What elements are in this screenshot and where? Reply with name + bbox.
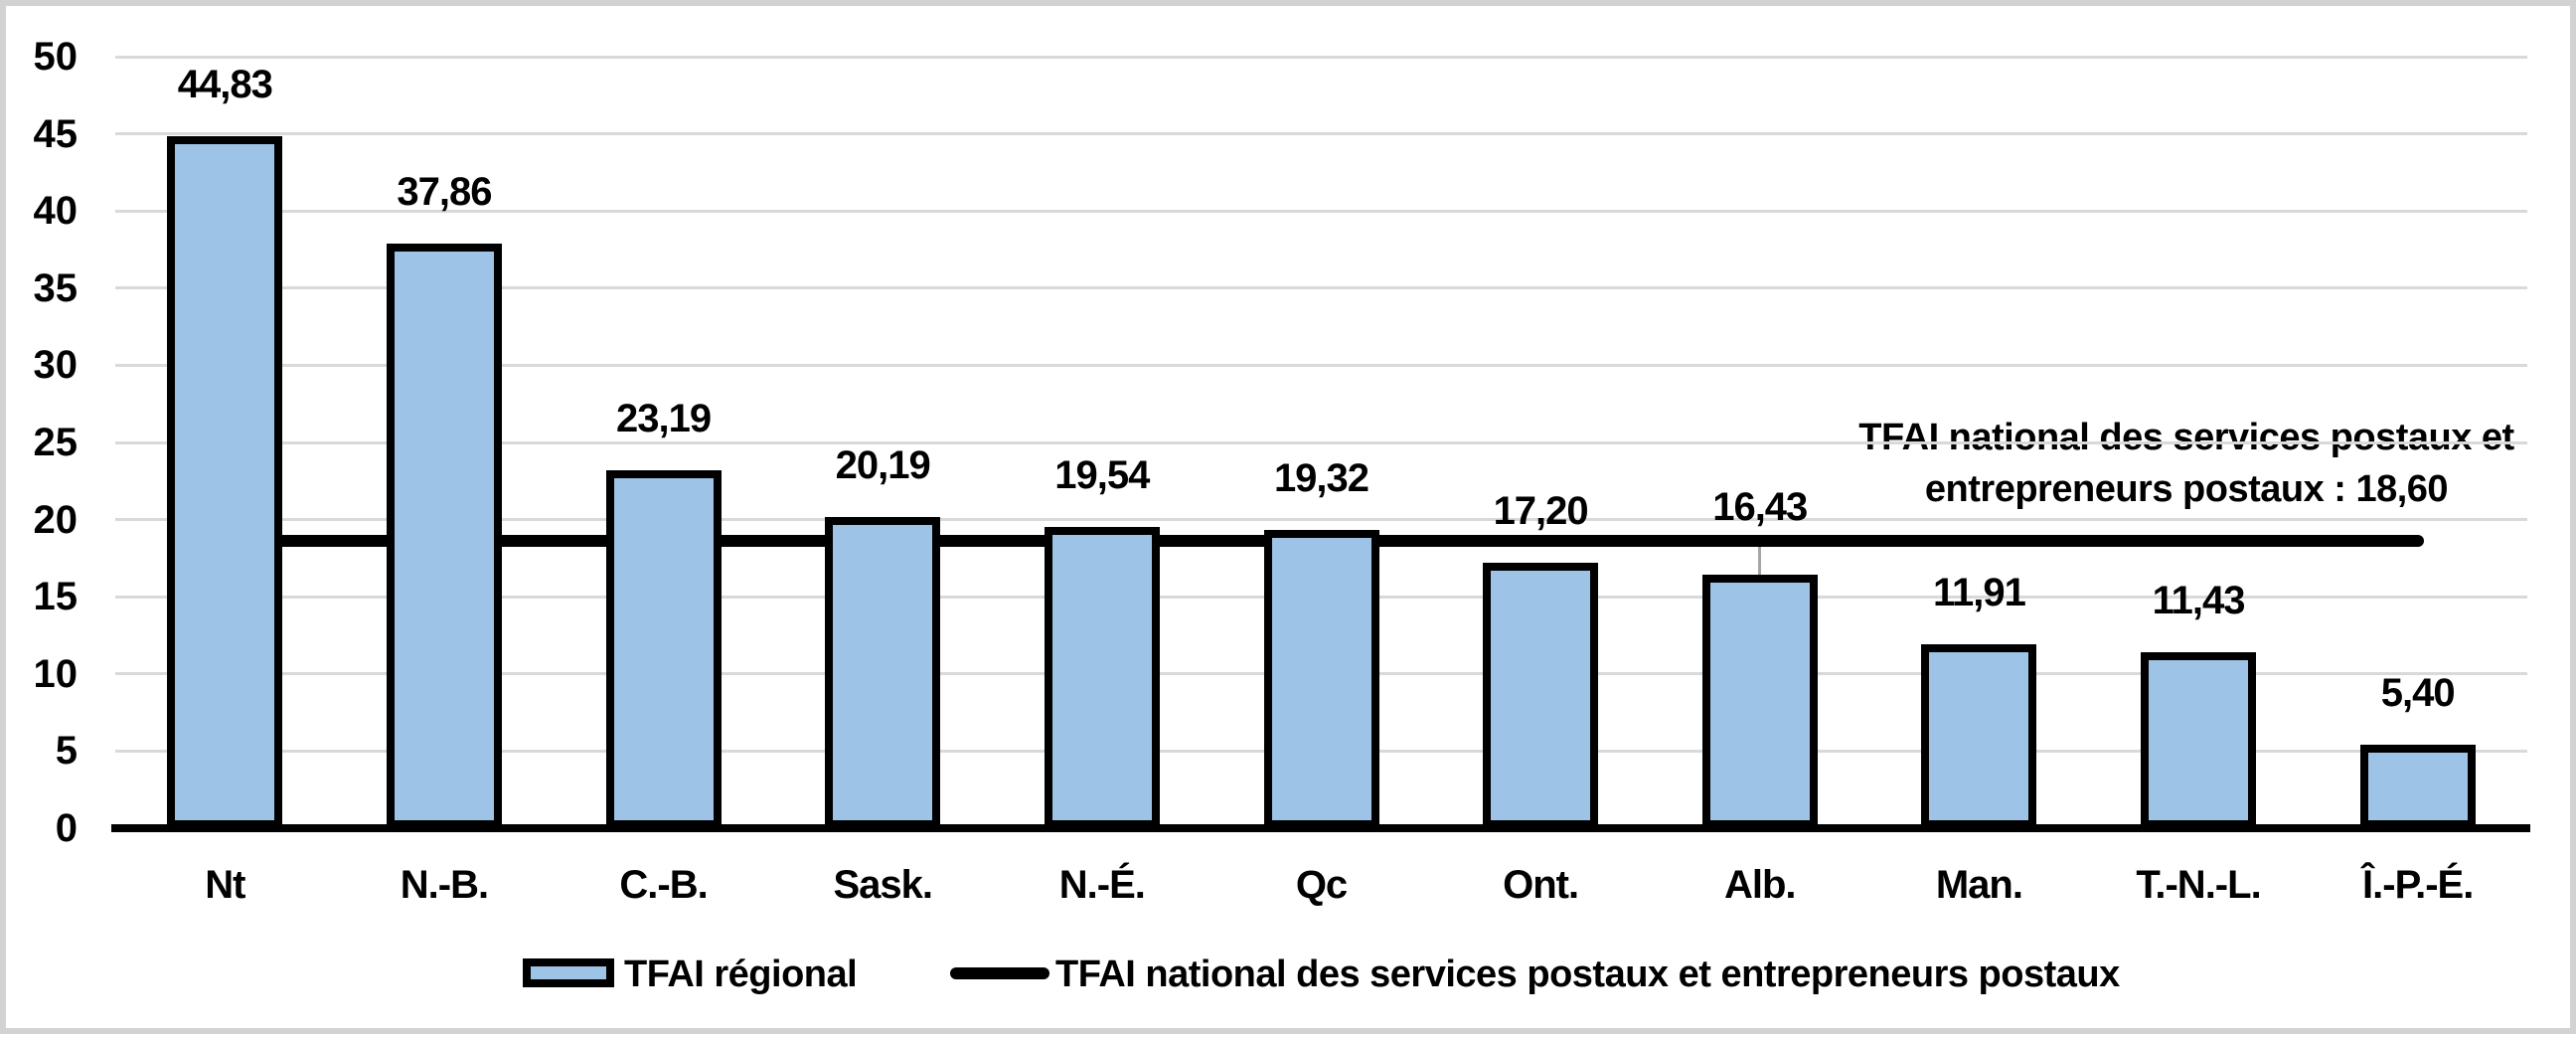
y-axis-label: 30 [33, 343, 79, 388]
bar-value-label: 11,43 [2152, 578, 2246, 622]
label-leader-line [1758, 547, 1762, 575]
gridline [115, 440, 2527, 444]
bar [2359, 745, 2476, 828]
bar-value-label: 19,54 [1054, 452, 1150, 497]
y-axis-label: 40 [33, 189, 79, 234]
gridline [115, 518, 2527, 522]
bar-value-label: 23,19 [616, 397, 712, 441]
national-line-annotation-line2: entrepreneurs postaux : 18,60 [1924, 468, 2449, 510]
x-axis-label: Qc [1295, 863, 1348, 907]
bar [1921, 644, 2037, 828]
bar [2141, 651, 2257, 828]
bar-value-label: 5,40 [2380, 671, 2456, 716]
gridline [115, 132, 2527, 136]
bar [1483, 563, 1599, 828]
bar-value-label: 16,43 [1712, 485, 1808, 529]
legend-line-swatch-icon [950, 967, 1049, 979]
legend-item-regional: TFAI régional [624, 953, 858, 995]
x-axis-label: Sask. [833, 863, 933, 907]
x-axis-label: Î.-P.-É. [2362, 863, 2474, 907]
x-axis-label: N.-B. [400, 863, 489, 907]
y-axis-label: 10 [33, 651, 79, 696]
y-axis-label: 35 [33, 265, 79, 310]
y-axis-label: 45 [33, 111, 79, 156]
bar-value-label: 19,32 [1273, 456, 1369, 501]
bar-value-label: 11,91 [1932, 571, 2026, 615]
y-axis-label: 20 [33, 497, 79, 542]
bar [167, 136, 283, 828]
bar [1263, 530, 1379, 828]
bar-chart-plot-area: TFAI national des services postaux et en… [6, 6, 2576, 1040]
y-axis-label: 25 [33, 421, 79, 464]
gridline [115, 286, 2527, 290]
gridline [115, 55, 2527, 59]
gridline [115, 363, 2527, 367]
x-axis-label: T.-N.-L. [2136, 863, 2261, 907]
y-axis-label: 0 [55, 806, 78, 850]
bar-value-label: 17,20 [1493, 489, 1589, 534]
bar [1044, 526, 1160, 828]
y-axis-label: 15 [33, 575, 79, 619]
x-axis-label: N.-É. [1058, 863, 1146, 907]
legend-item-national: TFAI national des services postaux et en… [1055, 953, 2120, 995]
bar [386, 244, 502, 828]
x-axis-line [111, 824, 2530, 832]
bar-value-label: 37,86 [397, 170, 492, 215]
bar [1701, 575, 1818, 828]
y-axis-label: 5 [55, 729, 78, 774]
x-axis-label: Ont. [1503, 863, 1579, 907]
bar [605, 470, 722, 828]
bar-value-label: 44,83 [177, 63, 273, 107]
bar-value-label: 20,19 [835, 442, 931, 487]
x-axis-label: Man. [1935, 863, 2023, 907]
gridline [115, 209, 2527, 213]
x-axis-label: Alb. [1723, 863, 1797, 907]
x-axis-label: Nt [205, 863, 245, 907]
national-line-annotation: TFAI national des services postaux et en… [1858, 412, 2514, 515]
national-line-annotation-line1: TFAI national des services postaux et [1858, 417, 2514, 458]
y-axis-label: 50 [33, 35, 79, 79]
legend-bar-swatch-icon [523, 958, 614, 987]
bar [825, 516, 941, 828]
x-axis-label: C.-B. [619, 863, 708, 907]
